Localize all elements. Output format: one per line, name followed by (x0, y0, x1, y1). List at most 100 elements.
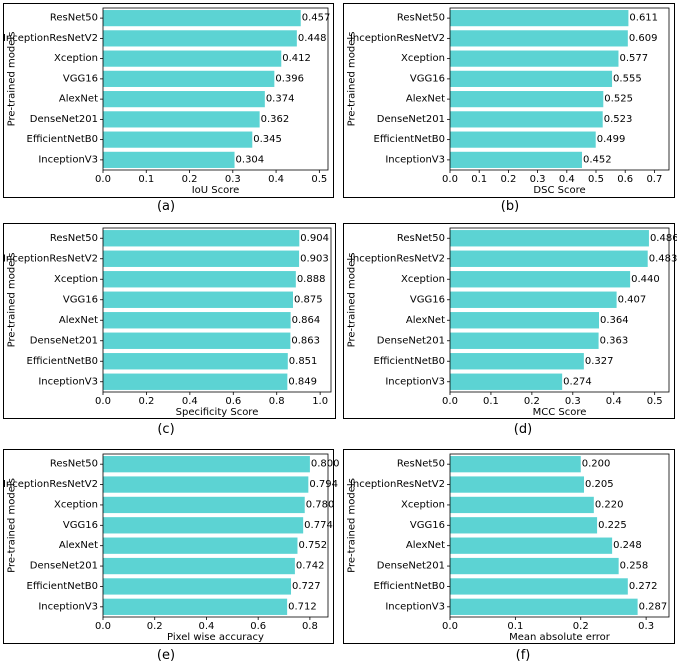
y-axis-label: Pre-trained models (347, 32, 358, 127)
bar-alexnet (450, 312, 600, 329)
x-tick-label: 0.5 (588, 174, 604, 185)
bar-vgg16 (450, 291, 617, 308)
category-label: VGG16 (63, 294, 98, 305)
bar-inceptionv3 (450, 598, 638, 615)
panel-caption: (c) (157, 422, 174, 437)
panel-frame (343, 223, 675, 419)
x-tick-label: 0.1 (507, 621, 523, 632)
x-tick-label: 0.6 (617, 174, 633, 185)
bar-vgg16 (103, 70, 275, 87)
x-axis-label: Mean absolute error (509, 632, 611, 643)
bar-xception (103, 50, 282, 67)
bar-inceptionresnetv2 (450, 476, 585, 493)
plot-area (449, 453, 670, 618)
bar-alexnet (450, 537, 613, 554)
bar-vgg16 (103, 291, 293, 308)
bar-alexnet (103, 312, 291, 329)
x-axis-label: Specificity Score (176, 407, 259, 418)
panel-caption: (f) (516, 648, 531, 663)
category-label: VGG16 (410, 73, 445, 84)
bar-vgg16 (450, 517, 598, 534)
value-label: 0.863 (291, 335, 320, 346)
category-label: Xception (401, 499, 445, 510)
bar-efficientnetb0 (450, 353, 584, 370)
x-tick-label: 1.0 (312, 396, 328, 407)
value-label: 0.611 (629, 13, 658, 24)
category-label: EfficientNetB0 (374, 581, 445, 592)
category-label: AlexNet (406, 94, 445, 105)
plot-area (102, 227, 332, 393)
category-label: VGG16 (63, 520, 98, 531)
x-tick-label: 0.6 (225, 396, 241, 407)
value-label: 0.483 (649, 253, 677, 264)
bar-xception (450, 50, 619, 67)
category-label: ResNet50 (50, 13, 98, 24)
panel-frame (3, 223, 336, 419)
x-tick-label: 0.7 (646, 174, 662, 185)
category-label: AlexNet (59, 540, 98, 551)
category-label: ResNet50 (50, 459, 98, 470)
chart-panel-3: ResNet50 0.904 InceptionResNetV2 0.903 Xcept… (3, 223, 336, 437)
bar-xception (103, 496, 305, 514)
bar-densenet201 (450, 111, 603, 128)
x-tick-label: 0.4 (559, 174, 575, 185)
value-label: 0.220 (595, 499, 624, 510)
category-label: Xception (401, 53, 445, 64)
value-label: 0.486 (650, 233, 677, 244)
x-tick-label: 0.8 (269, 396, 285, 407)
bar-vgg16 (103, 517, 304, 534)
value-label: 0.903 (300, 253, 329, 264)
x-tick-label: 0.1 (471, 174, 487, 185)
value-label: 0.523 (604, 114, 633, 125)
x-tick-label: 0.6 (250, 621, 266, 632)
value-label: 0.274 (563, 376, 592, 387)
value-label: 0.248 (613, 540, 642, 551)
value-label: 0.752 (298, 540, 327, 551)
category-label: DenseNet201 (377, 335, 445, 346)
bar-resnet50 (103, 230, 300, 247)
value-label: 0.864 (292, 315, 321, 326)
category-label: EfficientNetB0 (27, 356, 98, 367)
y-axis-label: Pre-trained models (7, 478, 18, 573)
category-label: VGG16 (410, 520, 445, 531)
value-label: 0.374 (266, 94, 295, 105)
value-label: 0.407 (618, 294, 647, 305)
chart-panel-1: ResNet50 0.457 InceptionResNetV2 0.448 Xcept… (3, 3, 334, 214)
value-label: 0.287 (639, 601, 668, 612)
panel-caption: (e) (157, 648, 175, 663)
value-label: 0.851 (289, 356, 318, 367)
value-label: 0.609 (629, 33, 658, 44)
category-label: DenseNet201 (30, 335, 98, 346)
category-label: InceptionResNetV2 (3, 253, 98, 264)
x-tick-label: 0.0 (442, 174, 458, 185)
value-label: 0.800 (311, 459, 340, 470)
bar-inceptionresnetv2 (450, 30, 628, 47)
x-tick-label: 0.0 (95, 174, 111, 185)
x-tick-label: 0.2 (147, 621, 163, 632)
value-label: 0.440 (631, 274, 660, 285)
category-label: Xception (54, 53, 98, 64)
bar-inceptionv3 (103, 151, 235, 168)
bar-efficientnetb0 (103, 131, 253, 148)
x-axis-label: MCC Score (533, 407, 587, 418)
x-tick-label: 0.1 (483, 396, 499, 407)
value-label: 0.555 (613, 73, 642, 84)
panel-caption: (b) (501, 199, 519, 214)
value-label: 0.452 (583, 154, 612, 165)
x-axis-label: IoU Score (192, 185, 240, 196)
chart-panel-4: ResNet50 0.486 InceptionResNetV2 0.483 Xcept… (343, 223, 677, 437)
chart-panel-2: ResNet50 0.611 InceptionResNetV2 0.609 Xcept… (343, 3, 675, 214)
x-tick-label: 0.3 (225, 174, 241, 185)
value-label: 0.345 (253, 134, 282, 145)
category-label: ResNet50 (50, 233, 98, 244)
x-tick-label: 0.0 (442, 621, 458, 632)
category-label: EfficientNetB0 (27, 134, 98, 145)
plot-area (449, 227, 670, 393)
x-tick-label: 0.2 (182, 174, 198, 185)
category-label: AlexNet (406, 315, 445, 326)
value-label: 0.888 (297, 274, 326, 285)
value-label: 0.272 (629, 581, 658, 592)
category-label: DenseNet201 (377, 114, 445, 125)
x-tick-label: 0.2 (138, 396, 154, 407)
chart-panel-6: ResNet50 0.200 InceptionResNetV2 0.205 Xcept… (343, 449, 675, 663)
